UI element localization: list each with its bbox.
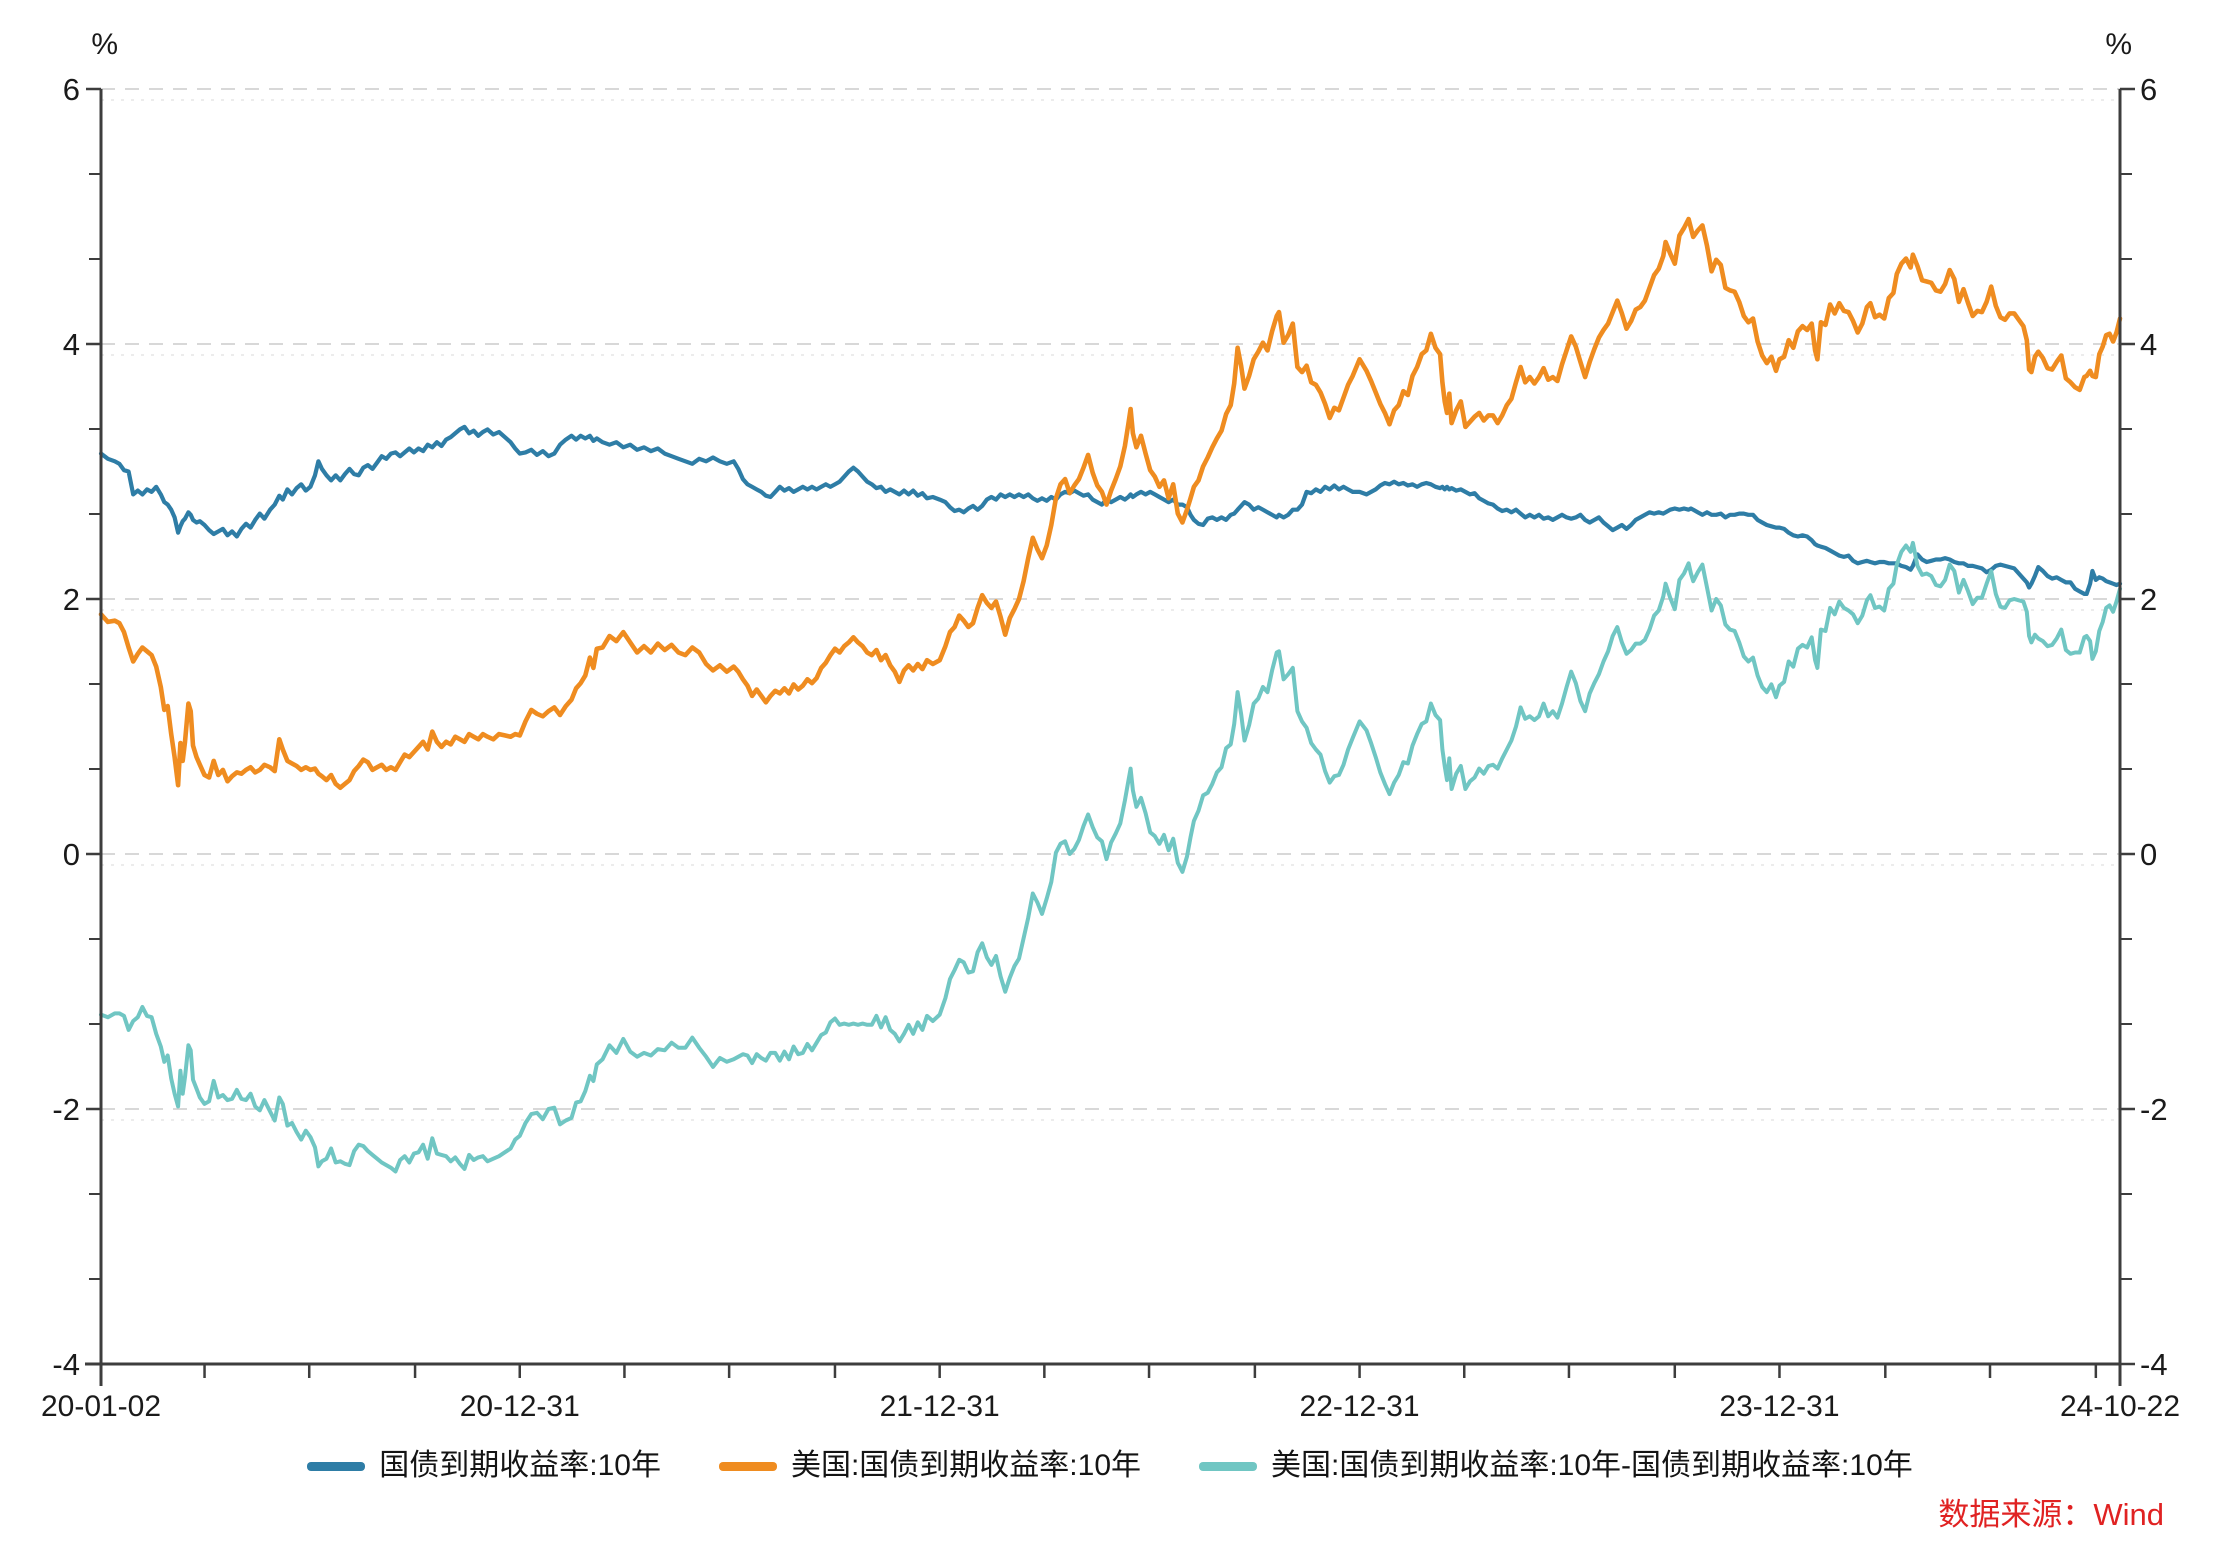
legend-swatch-cn-yield [307,1461,366,1471]
series-line-spread [99,540,2122,1174]
y-tick-label-left: 0 [63,837,80,872]
legend-label-spread: 美国:国债到期收益率:10年-国债到期收益率:10年 [1271,1449,1913,1482]
x-tick-label: 24-10-22 [2060,1390,2180,1423]
y-tick-label-right: 6 [2140,72,2157,107]
y-tick-label-left: -4 [52,1347,80,1382]
y-axis-unit-right: % [2105,28,2132,61]
x-tick-label: 21-12-31 [880,1390,1000,1423]
series-line-cn [98,424,2123,597]
legend-item-spread: 美国:国债到期收益率:10年-国债到期收益率:10年 [1199,1446,1913,1486]
data-source-label: 数据来源：Wind [1938,1497,2164,1532]
legend-item-us-yield: 美国:国债到期收益率:10年 [718,1446,1142,1486]
legend-label-us-yield: 美国:国债到期收益率:10年 [790,1449,1142,1482]
legend-swatch-spread [1199,1461,1258,1471]
y-tick-label-left: 6 [63,72,80,107]
y-tick-label-left: 2 [63,582,80,617]
y-tick-label-right: 0 [2140,837,2157,872]
x-tick-label: 20-01-02 [41,1390,161,1423]
y-tick-label-right: 2 [2140,582,2157,617]
legend-label-cn-yield: 国债到期收益率:10年 [379,1449,661,1482]
x-tick-label: 20-12-31 [460,1390,580,1423]
x-tick-label: 23-12-31 [1719,1390,1839,1423]
y-tick-label-left: 4 [63,327,80,362]
y-tick-label-right: 4 [2140,327,2157,362]
legend-item-cn-yield: 国债到期收益率:10年 [307,1446,661,1486]
y-tick-label-right: -2 [2140,1092,2168,1127]
series-line-us [98,216,2123,791]
legend: 国债到期收益率:10年 美国:国债到期收益率:10年 美国:国债到期收益率:10… [0,1446,2220,1486]
x-tick-label: 22-12-31 [1300,1390,1420,1423]
y-axis-unit-left: % [91,28,118,61]
legend-swatch-us-yield [718,1461,777,1471]
y-tick-label-right: -4 [2140,1347,2168,1382]
y-tick-label-left: -2 [52,1092,80,1127]
